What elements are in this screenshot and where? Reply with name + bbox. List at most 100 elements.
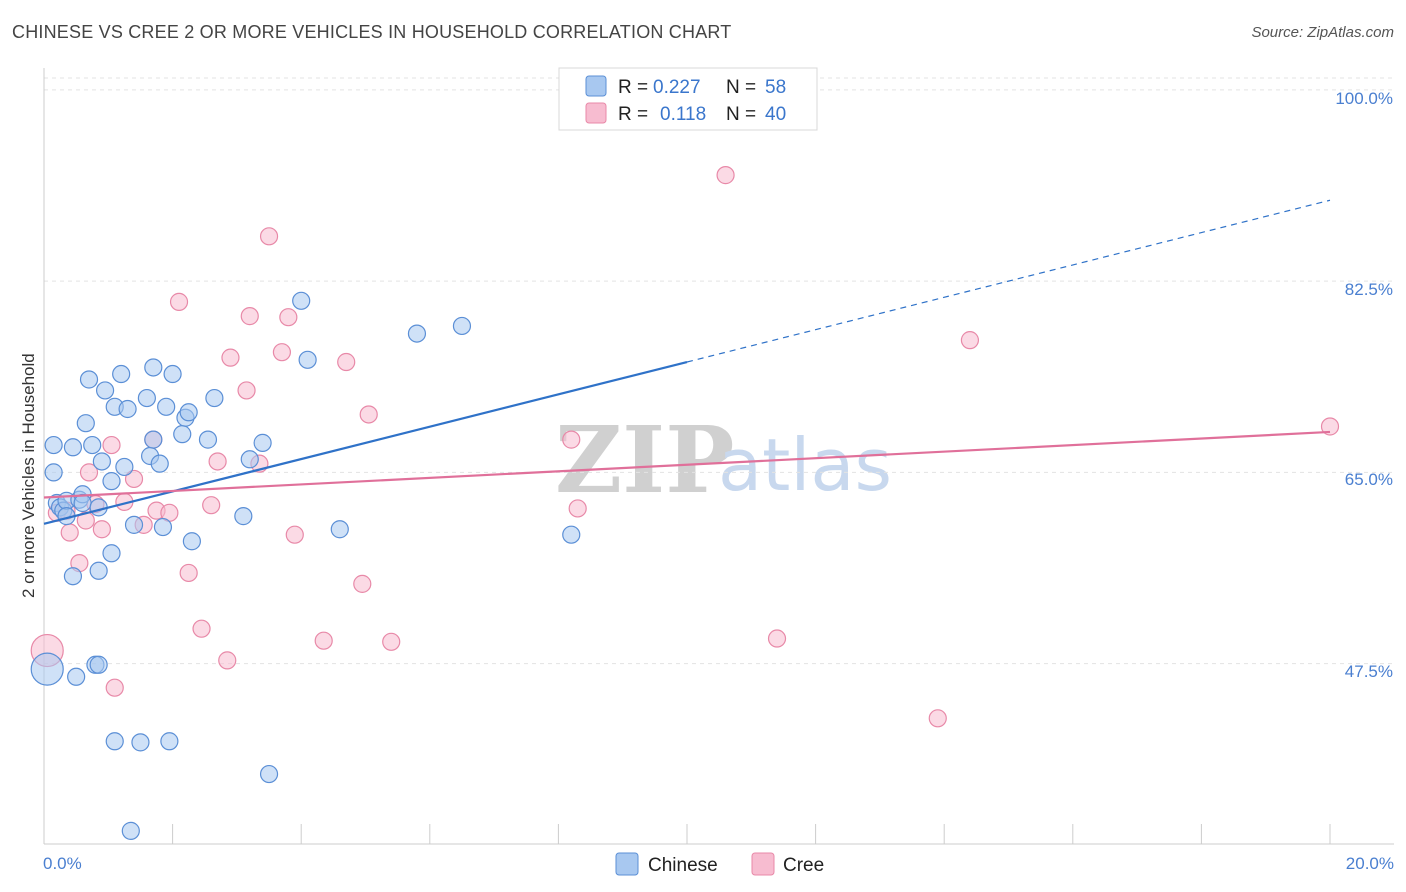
bottom-legend-swatch-cree: [751, 852, 775, 876]
cree-point-8: [92, 520, 111, 539]
cree-point-24: [237, 381, 256, 400]
chinese-point-48: [234, 507, 253, 526]
cree-point-20: [202, 496, 221, 515]
cree-point-19: [192, 619, 211, 638]
chinese-point-29: [118, 399, 137, 419]
legend-swatch-chinese: [585, 75, 607, 97]
cree-point-32: [337, 352, 356, 372]
cree-point-6: [79, 463, 99, 482]
bottom-legend-swatch-chinese: [615, 852, 639, 876]
chinese-point-45: [179, 403, 198, 422]
chinese-point-24: [102, 472, 121, 491]
chinese-point-28: [115, 457, 134, 477]
chinese-point-8: [63, 438, 83, 457]
cree-point-27: [259, 227, 279, 246]
chinese-point-33: [137, 388, 156, 408]
chinese-point-9: [63, 567, 83, 586]
cree-point-39: [767, 629, 787, 648]
chinese-point-53: [298, 350, 317, 369]
chinese-points: [30, 291, 581, 840]
cree-point-29: [279, 308, 298, 327]
cree-point-22: [218, 651, 237, 670]
chinese-point-20: [89, 498, 108, 517]
cree-point-40: [928, 709, 947, 728]
cree-point-34: [359, 405, 378, 424]
chinese-point-42: [173, 425, 192, 444]
legend-r-label-chinese: R =: [618, 77, 648, 98]
cree-point-28: [272, 343, 292, 362]
y-axis-label: 2 or more Vehicles in Household: [19, 353, 38, 598]
chinese-point-14: [76, 414, 95, 433]
chinese-point-56: [452, 316, 472, 336]
chinese-point-25: [105, 732, 124, 751]
source-label: Source: ZipAtlas.com: [1251, 24, 1394, 41]
cree-point-37: [568, 499, 587, 518]
bottom-legend-label-cree: Cree: [783, 855, 824, 876]
cree-point-41: [960, 331, 980, 350]
cree-point-25: [240, 307, 259, 326]
chinese-point-18: [89, 655, 108, 674]
cree-point-42: [1320, 417, 1340, 436]
chinese-point-10: [67, 667, 86, 686]
chinese-point-47: [205, 388, 224, 408]
chinese-point-30: [121, 821, 140, 840]
legend-n-value-chinese: 58: [765, 77, 786, 98]
chinese-point-35: [144, 430, 163, 449]
chart-title: CHINESE VS CREE 2 OR MORE VEHICLES IN HO…: [12, 22, 732, 42]
chinese-point-54: [330, 520, 349, 539]
cree-point-3: [60, 523, 79, 542]
chinese-point-0: [30, 652, 64, 686]
legend-r-value-chinese: 0.227: [653, 77, 701, 98]
cree-trend-line: [43, 430, 1331, 499]
cree-point-9: [102, 435, 121, 455]
chinese-point-49: [240, 450, 259, 469]
cree-point-12: [124, 469, 144, 489]
chinese-point-55: [407, 324, 427, 343]
cree-point-10: [105, 678, 124, 697]
watermark-zip: ZIP: [555, 406, 734, 514]
chinese-point-52: [292, 291, 311, 310]
cree-point-18: [179, 563, 198, 583]
chinese-point-1: [44, 435, 63, 455]
cree-point-38: [716, 166, 735, 185]
cree-point-30: [285, 525, 304, 544]
y-tick-label-82-5: 82.5%: [1345, 280, 1393, 299]
legend-r-label-cree: R =: [618, 104, 648, 125]
cree-point-36: [562, 430, 581, 449]
chinese-point-39: [157, 397, 176, 416]
legend-n-label-cree: N =: [726, 104, 756, 125]
chinese-point-46: [198, 430, 218, 449]
series-legend: Chinese Cree: [615, 852, 824, 876]
chinese-point-16: [83, 435, 102, 455]
y-tick-label-65: 65.0%: [1345, 470, 1393, 489]
chinese-point-38: [153, 517, 173, 537]
chinese-point-51: [259, 764, 279, 784]
cree-point-31: [314, 631, 333, 650]
trend-layer: [43, 199, 1331, 525]
chinese-point-15: [79, 370, 99, 389]
x-tick-label-max: 20.0%: [1346, 854, 1394, 873]
chinese-point-2: [44, 463, 63, 482]
chinese-point-21: [92, 452, 111, 471]
grid-layer: [44, 77, 1394, 665]
x-tick-label-min: 0.0%: [43, 854, 82, 873]
chinese-point-40: [160, 732, 179, 751]
axis-layer: [43, 68, 1394, 845]
chinese-point-13: [73, 493, 92, 513]
chinese-point-23: [102, 544, 121, 563]
legend-n-label-chinese: N =: [726, 77, 756, 98]
legend-n-value-cree: 40: [765, 104, 786, 125]
correlation-legend: R = 0.227 N = 58 R = 0.118 N = 40: [558, 67, 818, 131]
cree-point-17: [169, 292, 189, 311]
bottom-legend-label-chinese: Chinese: [648, 855, 718, 876]
cree-point-5: [76, 511, 95, 530]
chinese-point-19: [89, 561, 108, 580]
cree-point-33: [353, 574, 372, 593]
chinese-point-31: [124, 515, 144, 534]
chinese-trend-line: [43, 360, 688, 525]
chinese-point-37: [150, 454, 169, 473]
chinese-trend-extension: [686, 199, 1331, 363]
y-tick-label-47-5: 47.5%: [1345, 662, 1393, 681]
chinese-point-41: [163, 364, 182, 384]
